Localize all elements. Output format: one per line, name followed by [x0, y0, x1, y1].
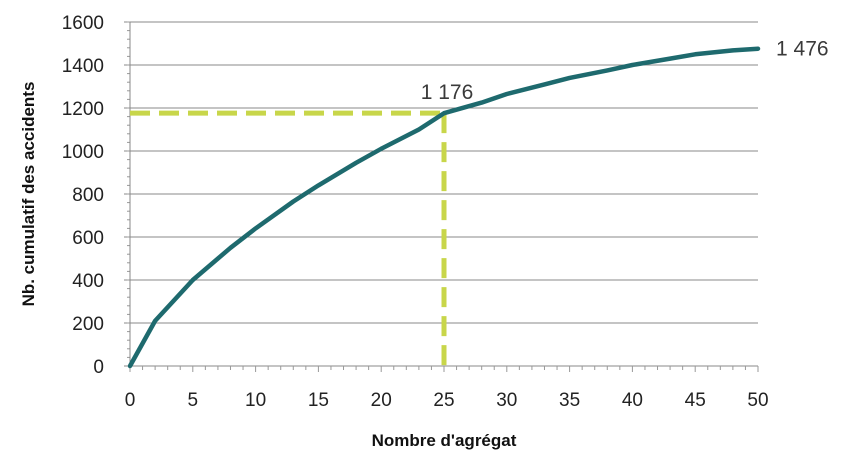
x-tick-label: 10 [245, 390, 266, 411]
data-point [568, 76, 572, 80]
tick-labels: 0 200 400 600 800 1000 1200 1400 1600 0 5 10 15 20 25 3… [62, 13, 769, 411]
data-point [605, 68, 609, 72]
data-point [693, 52, 697, 56]
data-label: 1 476 [776, 38, 829, 61]
data-point [731, 48, 735, 52]
x-tick-label: 35 [559, 390, 580, 411]
y-tick-label: 200 [72, 314, 104, 335]
data-point [505, 92, 509, 96]
y-axis-title: Nb. cumulatif des accidents [19, 82, 38, 307]
data-point [630, 63, 635, 67]
y-tick-label: 1200 [62, 99, 104, 120]
data-label: 1 176 [421, 81, 474, 104]
y-tick-label: 800 [72, 185, 104, 206]
x-tick-label: 20 [371, 390, 392, 411]
data-point [128, 364, 132, 368]
guide-lines [130, 110, 447, 366]
data-point [153, 319, 157, 323]
data-point [480, 101, 484, 105]
data-point [417, 127, 421, 132]
x-tick-label: 0 [125, 390, 136, 411]
data-point [756, 47, 760, 51]
data-point [228, 246, 233, 250]
series-layer [127, 46, 761, 369]
data-point [379, 147, 383, 151]
data-point [542, 82, 547, 86]
data-point [291, 199, 295, 204]
annotations: 1 176 1 476 [421, 38, 829, 105]
data-point [442, 111, 446, 115]
data-point [254, 226, 258, 230]
x-axis-title: Nombre d'agrégat [372, 431, 517, 450]
data-point [668, 56, 672, 61]
data-point [191, 278, 195, 282]
x-tick-label: 5 [188, 390, 199, 411]
x-tick-label: 30 [496, 390, 517, 411]
y-tick-label: 600 [72, 228, 104, 249]
x-tick-label: 40 [622, 390, 643, 411]
x-tick-label: 15 [308, 390, 329, 411]
x-tick-label: 45 [685, 390, 706, 411]
y-tick-label: 1400 [62, 56, 104, 77]
x-tick-label: 50 [747, 390, 768, 411]
y-tick-label: 400 [72, 271, 104, 292]
axes [124, 21, 759, 372]
x-tick-label: 25 [433, 390, 454, 411]
data-point [316, 183, 320, 187]
y-tick-label: 1000 [62, 142, 104, 163]
y-tick-label: 1600 [62, 13, 104, 34]
data-point [354, 161, 358, 165]
y-tick-label: 0 [93, 357, 104, 378]
